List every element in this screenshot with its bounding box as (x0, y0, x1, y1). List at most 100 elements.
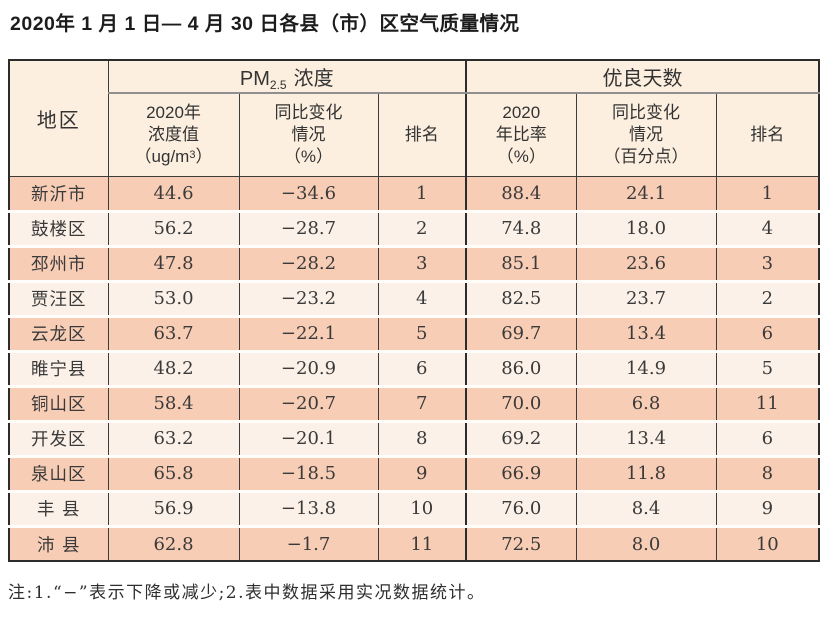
good-change-cell: 14.9 (575, 349, 717, 387)
pm-change-cell: −18.5 (238, 454, 378, 492)
good-rate-cell: 66.9 (465, 454, 577, 492)
group-header-row: 地区 PM2.5 浓度 优良天数 (9, 60, 820, 177)
good-change-cell: 23.6 (575, 244, 717, 282)
good-rank-cell: 2 (715, 279, 820, 317)
pm-rank-cell: 5 (377, 314, 467, 352)
footnote: 注:1.“−”表示下降或减少;2.表中数据采用实况数据统计。 (8, 583, 486, 604)
region-cell: 新沂市 (9, 175, 108, 212)
pm-change-cell: −1.7 (238, 524, 378, 562)
good-rank-cell: 10 (715, 524, 820, 562)
pm-value-header-line1: 2020年 (146, 102, 201, 122)
pm-value-cell: 56.9 (107, 489, 239, 527)
pm-value-cell: 47.8 (107, 244, 239, 282)
pm-rank-cell: 7 (377, 384, 467, 422)
table-row: 开发区 63.2 −20.1 8 69.2 13.4 6 (9, 419, 820, 457)
good-rank-cell: 1 (715, 175, 820, 212)
table-row: 鼓楼区 56.2 −28.7 2 74.8 18.0 4 (9, 209, 820, 247)
pm-value-cell: 44.6 (107, 175, 239, 212)
table-header: 地区 PM2.5 浓度 优良天数 2020年 浓度值 （ug/m3） 同比变化 情… (9, 60, 820, 177)
table-row: 新沂市 44.6 −34.6 1 88.4 24.1 1 (9, 175, 820, 212)
pm25-label-prefix: PM (239, 67, 270, 90)
pm25-label-subscript: 2.5 (269, 77, 287, 92)
region-cell: 泉山区 (9, 454, 108, 492)
good-rate-header-line3: （%） (496, 147, 546, 167)
good-change-cell: 13.4 (575, 419, 717, 457)
good-change-header-line1: 同比变化 (612, 102, 681, 122)
pm-value-cell: 56.2 (107, 209, 239, 247)
good-rank-column-header: 排名 (715, 93, 820, 177)
region-cell: 云龙区 (9, 314, 108, 352)
pm-rank-cell: 11 (377, 524, 467, 562)
pm-rank-cell: 9 (377, 454, 467, 492)
pm-value-cell: 53.0 (107, 279, 239, 317)
good-change-header-line3: （百分点） (603, 147, 689, 167)
pm-rank-cell: 4 (377, 279, 467, 317)
good-rank-cell: 8 (715, 454, 820, 492)
good-rate-header-line1: 2020 (502, 102, 541, 122)
good-rank-cell: 6 (715, 419, 820, 457)
good-rank-cell: 4 (715, 209, 820, 247)
pm-change-cell: −20.9 (238, 349, 378, 387)
good-change-cell: 8.0 (575, 524, 717, 562)
pm-unit-pre: （ug/m (134, 147, 190, 167)
good-change-cell: 23.7 (575, 279, 717, 317)
good-rate-cell: 86.0 (465, 349, 577, 387)
good-rank-cell: 9 (715, 489, 820, 527)
good-rate-cell: 85.1 (465, 244, 577, 282)
pm-value-header-line2: 浓度值 (148, 125, 199, 144)
pm-rank-cell: 8 (377, 419, 467, 457)
pm-change-column-header: 同比变化 情况 （%） (238, 93, 378, 177)
pm-value-cell: 58.4 (107, 384, 239, 422)
good-rate-cell: 69.2 (465, 419, 577, 457)
region-cell: 沛 县 (9, 524, 108, 562)
region-cell: 鼓楼区 (9, 209, 108, 247)
pm-change-cell: −22.1 (238, 314, 378, 352)
pm-unit-post: ） (195, 147, 213, 167)
good-change-cell: 11.8 (575, 454, 717, 492)
good-rank-cell: 6 (715, 314, 820, 352)
pm-change-header-line1: 同比变化 (274, 102, 343, 122)
pm-value-cell: 62.8 (107, 524, 239, 562)
region-cell: 丰 县 (9, 489, 108, 527)
region-cell: 睢宁县 (9, 349, 108, 387)
good-change-cell: 8.4 (575, 489, 717, 527)
good-rank-cell: 11 (715, 384, 820, 422)
region-cell: 开发区 (9, 419, 108, 457)
region-cell: 邳州市 (9, 244, 108, 282)
good-rate-cell: 74.8 (465, 209, 577, 247)
pm-rank-cell: 3 (377, 244, 467, 282)
air-quality-table: 地区 PM2.5 浓度 优良天数 2020年 浓度值 （ug/m3） 同比变化 情… (8, 59, 821, 563)
table-row: 沛 县 62.8 −1.7 11 72.5 8.0 10 (9, 524, 820, 562)
region-column-header: 地区 (9, 60, 108, 177)
pm25-label-suffix: 浓度 (293, 67, 334, 90)
table-row: 睢宁县 48.2 −20.9 6 86.0 14.9 5 (9, 349, 820, 387)
pm-value-cell: 65.8 (107, 454, 239, 492)
good-rate-cell: 69.7 (465, 314, 577, 352)
good-change-column-header: 同比变化 情况 （百分点） (575, 93, 717, 177)
good-change-cell: 6.8 (575, 384, 717, 422)
pm-value-column-header: 2020年 浓度值 （ug/m3） (107, 93, 239, 177)
table-row: 邳州市 47.8 −28.2 3 85.1 23.6 3 (9, 244, 820, 282)
good-rank-cell: 3 (715, 244, 820, 282)
pm-value-cell: 63.2 (107, 419, 239, 457)
table-row: 丰 县 56.9 −13.8 10 76.0 8.4 9 (9, 489, 820, 527)
pm-rank-column-header: 排名 (377, 93, 467, 177)
pm-change-header-line2: 情况 (291, 125, 326, 144)
good-change-header-line2: 情况 (629, 125, 664, 144)
good-change-cell: 13.4 (575, 314, 717, 352)
page-title: 2020年 1 月 1 日— 4 月 30 日各县（市）区空气质量情况 (10, 13, 520, 35)
table-row: 铜山区 58.4 −20.7 7 70.0 6.8 11 (9, 384, 820, 422)
pm-rank-cell: 2 (377, 209, 467, 247)
region-cell: 铜山区 (9, 384, 108, 422)
good-rate-column-header: 2020 年比率 （%） (465, 93, 577, 177)
table-row: 泉山区 65.8 −18.5 9 66.9 11.8 8 (9, 454, 820, 492)
region-cell: 贾汪区 (9, 279, 108, 317)
good-rate-cell: 72.5 (465, 524, 577, 562)
pm-rank-cell: 6 (377, 349, 467, 387)
pm-value-cell: 48.2 (107, 349, 239, 387)
sub-header-row: 2020年 浓度值 （ug/m3） 同比变化 情况 （%） 排名 2020 年比… (9, 93, 820, 177)
pm-change-cell: −23.2 (238, 279, 378, 317)
good-rate-header-line2: 年比率 (495, 125, 547, 144)
pm-change-cell: −28.2 (238, 244, 378, 282)
